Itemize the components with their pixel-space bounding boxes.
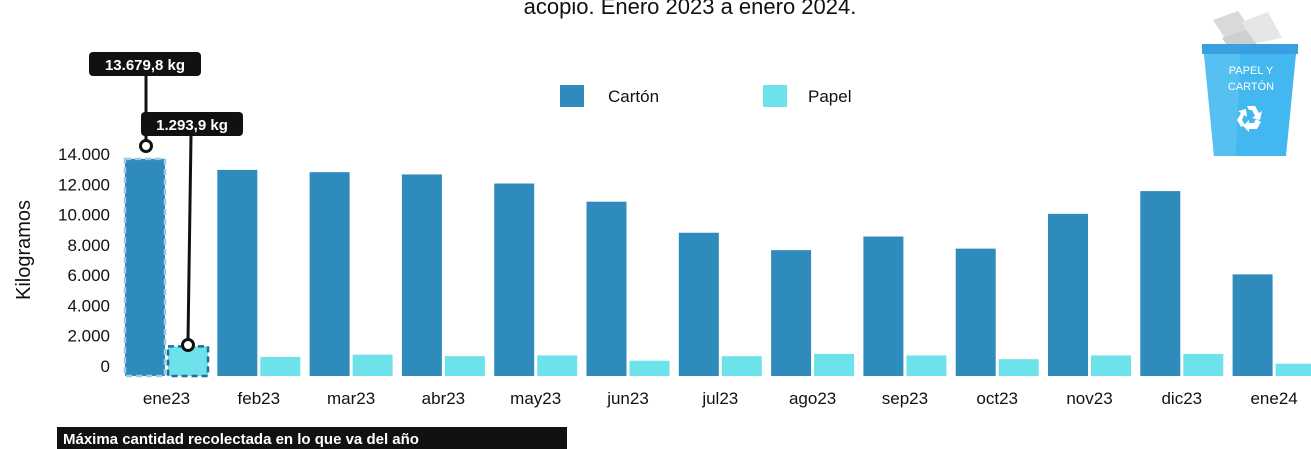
- bar-papel-nov23: [1091, 355, 1131, 376]
- y-tick-label: 14.000: [58, 145, 110, 164]
- bar-papel-jun23: [629, 360, 670, 376]
- bar-papel-feb23: [260, 356, 301, 376]
- chart-title: acopio. Enero 2023 a enero 2024.: [524, 0, 857, 19]
- x-tick-label: feb23: [238, 389, 281, 408]
- x-tick-label: oct23: [976, 389, 1018, 408]
- bars-group: [123, 157, 1311, 378]
- y-tick-label: 8.000: [67, 236, 110, 255]
- y-axis-ticks: 0 2.000 4.000 6.000 8.000 10.000 12.000 14.000: [58, 145, 110, 376]
- bin-highlight: [1204, 54, 1240, 156]
- y-tick-label: 2.000: [67, 327, 110, 346]
- x-tick-label: ago23: [789, 389, 836, 408]
- callout-carton-box: [89, 52, 201, 76]
- bar-carton-abr23: [401, 174, 442, 376]
- callout-papel-text: 1.293,9 kg: [156, 117, 228, 134]
- callout-papel-line: [186, 135, 193, 341]
- bar-carton-mar23: [309, 172, 350, 376]
- bar-carton-nov23: [1048, 213, 1088, 376]
- bar-carton-ene24: [1232, 274, 1273, 376]
- x-tick-label: jul23: [701, 389, 738, 408]
- bar-carton-jul23: [678, 232, 719, 376]
- legend-swatch-carton: [560, 85, 584, 107]
- bar-carton-feb23: [217, 169, 258, 376]
- paper-sheet-2: [1242, 12, 1282, 44]
- bar-carton-jun23: [586, 201, 627, 376]
- footer-banner-text: Máxima cantidad recolectada en lo que va…: [63, 431, 419, 448]
- y-tick-label: 4.000: [67, 296, 110, 315]
- bar-papel-jul23: [721, 356, 762, 376]
- y-tick-label: 6.000: [67, 266, 110, 285]
- bar-papel-may23: [537, 355, 578, 376]
- bar-carton-oct23: [955, 248, 996, 376]
- y-tick-label: 10.000: [58, 206, 110, 225]
- y-axis-label: Kilogramos: [13, 200, 35, 300]
- bar-papel-oct23: [998, 359, 1039, 376]
- y-tick-label: 12.000: [58, 175, 110, 194]
- bar-carton-ene23: [123, 157, 167, 378]
- bin-label-line2: CARTÓN: [1228, 80, 1274, 93]
- callout-carton-max: 13.679,8 kg: [89, 52, 201, 153]
- x-tick-label: nov23: [1066, 389, 1112, 408]
- x-tick-label: dic23: [1161, 389, 1202, 408]
- x-tick-label: jun23: [606, 389, 649, 408]
- bar-carton-dic23: [1140, 191, 1181, 376]
- footer-banner: Máxima cantidad recolectada en lo que va…: [57, 427, 567, 449]
- callout-papel-max: 1.293,9 kg: [141, 112, 243, 352]
- bar-papel-mar23: [352, 354, 393, 376]
- bar-papel-dic23: [1183, 353, 1224, 376]
- callout-papel-box: [141, 112, 243, 136]
- recycle-symbol-icon: [1237, 106, 1262, 132]
- bar-papel-abr23: [444, 356, 485, 376]
- bar-papel-ago23: [814, 353, 855, 376]
- y-tick-label: 0: [101, 357, 110, 376]
- x-axis-ticks: ene23 feb23 mar23 abr23 may23 jun23 jul23 ago23…: [143, 389, 1298, 408]
- bar-papel-sep23: [906, 355, 947, 376]
- x-tick-label: abr23: [422, 389, 465, 408]
- bar-carton-may23: [494, 183, 535, 376]
- x-tick-label: ene23: [143, 389, 190, 408]
- bin-rim: [1202, 44, 1298, 54]
- callout-papel-dot: [181, 338, 195, 352]
- recycle-bin-icon: PAPEL Y CARTÓN: [1202, 11, 1298, 156]
- bar-papel-ene24: [1275, 363, 1311, 376]
- x-tick-label: ene24: [1250, 389, 1297, 408]
- x-tick-label: may23: [510, 389, 561, 408]
- callout-carton-dot: [139, 139, 153, 153]
- legend-label-papel: Papel: [808, 87, 851, 106]
- callout-carton-text: 13.679,8 kg: [105, 57, 185, 74]
- x-tick-label: mar23: [327, 389, 375, 408]
- bin-label-line1: PAPEL Y: [1229, 65, 1274, 77]
- legend: Cartón Papel: [560, 85, 851, 107]
- legend-label-carton: Cartón: [608, 87, 659, 106]
- legend-swatch-papel: [763, 85, 787, 107]
- footer-banner-box: [57, 427, 567, 449]
- bar-carton-sep23: [863, 236, 904, 376]
- x-tick-label: sep23: [882, 389, 928, 408]
- bar-carton-ago23: [771, 250, 812, 376]
